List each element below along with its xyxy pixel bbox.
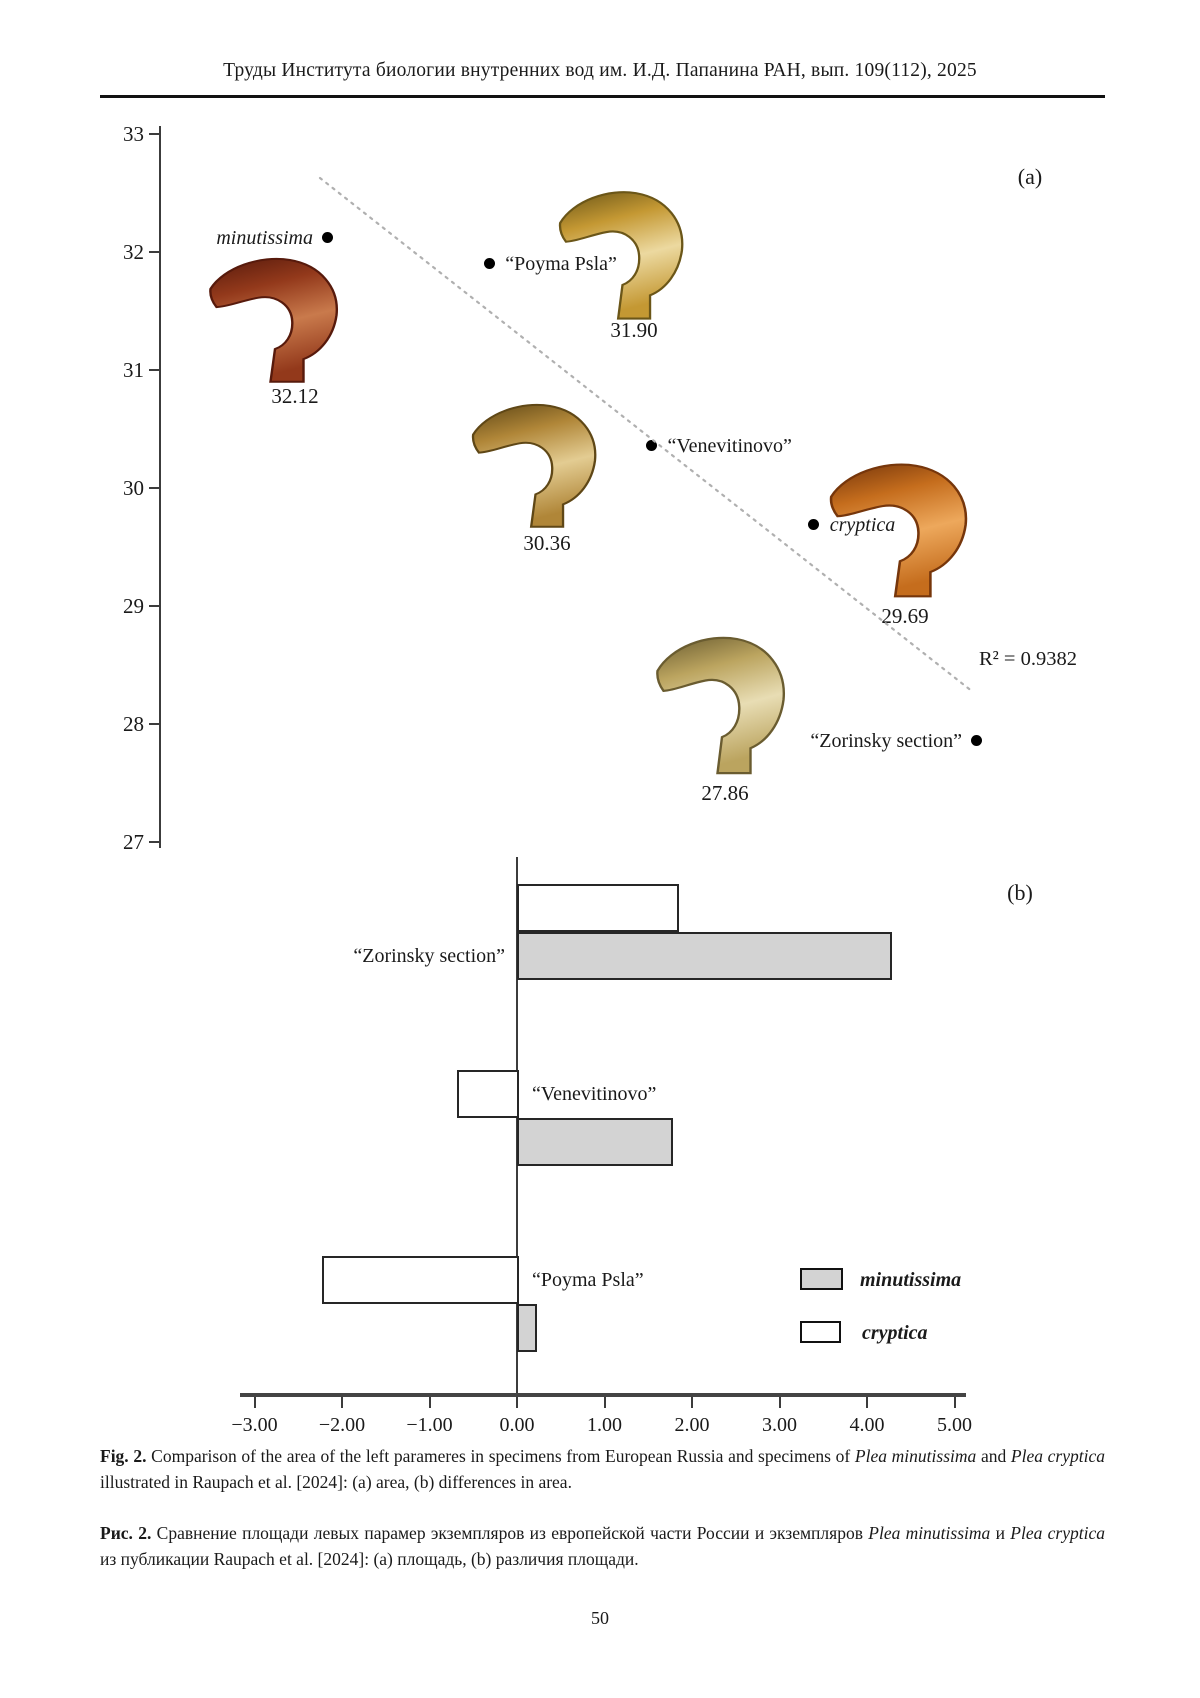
y-tick-mark <box>149 369 159 372</box>
y-tick-mark <box>149 605 159 608</box>
minutissima-paramere <box>200 250 350 388</box>
y-tick-label: 27 <box>123 830 144 854</box>
panel-b-x-axis <box>240 1393 966 1397</box>
y-tick-label: 29 <box>123 594 144 618</box>
caption-text: and <box>976 1446 1011 1466</box>
scatter-point-dot <box>970 735 982 747</box>
r-squared-label: R² = 0.9382 <box>978 648 1077 670</box>
journal-header: Труды Института биологии внутренних вод … <box>223 60 977 81</box>
species-name: Plea cryptica <box>1010 1446 1105 1466</box>
panel-a-tag: (a) <box>1017 164 1043 189</box>
y-tick-mark <box>149 841 159 844</box>
scatter-point-label: minutissima <box>216 226 313 249</box>
y-tick-label: 28 <box>123 712 144 736</box>
y-tick-mark <box>149 487 159 490</box>
y-tick-mark <box>149 723 159 726</box>
y-tick-label: 31 <box>123 358 144 382</box>
panel-b-zero-axis <box>515 857 519 1397</box>
page-number: 50 <box>591 1608 609 1628</box>
legend-swatch-cryptica <box>800 1321 841 1343</box>
caption-text: Comparison of the area of the left param… <box>146 1446 855 1466</box>
scatter-point-label: “Zorinsky section” <box>810 729 962 752</box>
bar-cryptica <box>321 1256 519 1304</box>
x-tick-label: −2.00 <box>318 1414 366 1436</box>
category-label: “Zorinsky section” <box>353 945 505 967</box>
y-tick-label: 33 <box>123 122 144 146</box>
legend-label-minutissima: minutissima <box>860 1269 962 1291</box>
species-name: Plea minutissima <box>868 1523 991 1543</box>
bar-cryptica <box>456 1070 519 1118</box>
x-tick-label: 4.00 <box>849 1414 885 1436</box>
panel-a-y-axis <box>158 126 161 848</box>
y-tick-mark <box>149 251 159 254</box>
x-tick-mark <box>428 1397 431 1408</box>
x-tick-mark <box>953 1397 956 1408</box>
caption-lead: Fig. 2. <box>100 1446 147 1466</box>
caption-text: из публикации Raupach et al. [2024]: (a)… <box>100 1548 639 1569</box>
species-name: Plea cryptica <box>1010 1523 1105 1543</box>
x-tick-label: 5.00 <box>937 1414 972 1436</box>
caption-text: и <box>990 1523 1011 1543</box>
x-tick-label: −1.00 <box>406 1414 453 1436</box>
x-tick-mark <box>341 1397 344 1408</box>
x-tick-mark <box>516 1397 519 1408</box>
caption-russian: Рис. 2. Сравнение площади левых парамер … <box>100 1521 1105 1573</box>
x-tick-mark <box>778 1397 781 1408</box>
category-label: “Venevitinovo” <box>532 1083 657 1105</box>
bar-minutissima <box>517 1304 538 1352</box>
header-rule <box>100 95 1105 98</box>
x-tick-label: 1.00 <box>587 1414 622 1436</box>
x-tick-label: 0.00 <box>499 1414 535 1436</box>
y-tick-mark <box>149 133 159 136</box>
caption-english: Fig. 2. Comparison of the area of the le… <box>100 1444 1105 1496</box>
bar-cryptica <box>517 884 680 932</box>
y-tick-label: 32 <box>123 240 144 264</box>
legend-label-cryptica: cryptica <box>862 1322 928 1344</box>
y-tick-label: 30 <box>123 476 144 500</box>
x-tick-mark <box>603 1397 606 1408</box>
caption-text: Сравнение площади левых парамер экземпля… <box>151 1523 869 1543</box>
bar-minutissima <box>517 932 892 980</box>
x-tick-mark <box>866 1397 869 1408</box>
x-tick-mark <box>253 1397 256 1408</box>
x-tick-label: 3.00 <box>762 1414 797 1436</box>
category-label: “Poyma Psla” <box>532 1269 644 1291</box>
x-tick-label: 2.00 <box>674 1414 710 1436</box>
caption-lead: Рис. 2. <box>100 1523 152 1543</box>
legend-swatch-minutissima <box>800 1268 843 1290</box>
species-name: Plea minutissima <box>854 1446 977 1466</box>
caption-text: illustrated in Raupach et al. [2024]: (a… <box>100 1471 572 1492</box>
bar-minutissima <box>517 1118 673 1166</box>
area-value-label: 27.86 <box>701 781 749 805</box>
area-value-label: 32.12 <box>271 384 319 408</box>
x-tick-label: −3.00 <box>231 1414 278 1436</box>
x-tick-mark <box>691 1397 694 1408</box>
panel-b-tag: (b) <box>1007 880 1033 905</box>
